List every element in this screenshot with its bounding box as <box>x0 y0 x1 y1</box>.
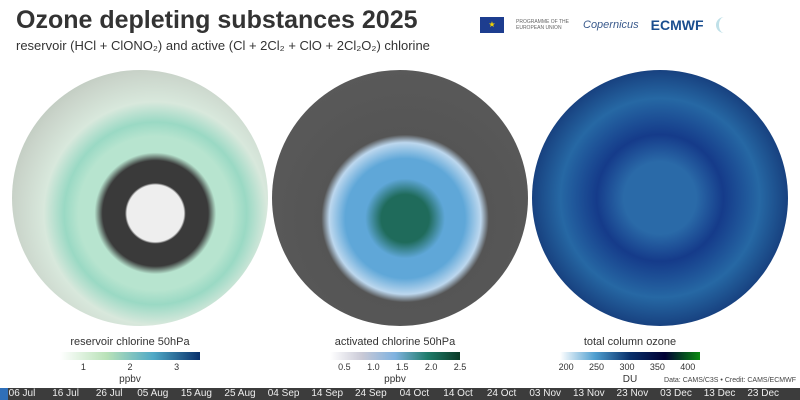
logo-bar: ★ PROGRAMME OF THE EUROPEAN UNION Copern… <box>480 14 776 36</box>
timeline-date[interactable]: 15 Aug <box>180 388 212 399</box>
colorbar-ticks: 200 250 300 350 400 <box>558 362 700 374</box>
activated-chlorine-map <box>272 70 528 326</box>
colorbar-tick: 350 <box>649 362 665 372</box>
colorbar-tick: 1 <box>80 362 86 372</box>
timeline-date[interactable]: 03 Dec <box>660 388 692 399</box>
timeline-date[interactable]: 23 Nov <box>616 388 649 399</box>
colorbar-tick: 1.5 <box>395 362 409 372</box>
colorbar-gradient <box>560 352 700 360</box>
timeline-date[interactable]: 24 Sep <box>354 388 387 399</box>
colorbar-0: reservoir chlorine 50hPa 1 2 3 ppbv <box>60 336 200 385</box>
colorbar-tick: 1.0 <box>367 362 380 372</box>
colorbar-gradient <box>60 352 200 360</box>
reservoir-chlorine-map <box>12 70 268 326</box>
colorbar-tick: 0.5 <box>338 362 351 372</box>
timeline-date[interactable]: 25 Aug <box>224 388 256 399</box>
colorbar-1: activated chlorine 50hPa 0.5 1.0 1.5 2.0 2.5… <box>330 336 466 385</box>
timeline-scrubber[interactable]: 06 Jul 16 Jul 26 Jul 05 Aug 15 Aug 25 Aug 04 S… <box>0 388 800 400</box>
colorbar-ticks: 0.5 1.0 1.5 2.0 2.5 <box>330 362 466 374</box>
colorbar-unit: DU <box>622 374 638 385</box>
colorbar-label: total column ozone <box>583 336 677 348</box>
timeline-date[interactable]: 13 Nov <box>572 388 605 399</box>
colorbar-tick: 300 <box>619 362 635 372</box>
page-subtitle: reservoir (HCl + ClONO₂) and active (Cl … <box>16 38 430 53</box>
eu-programme-logo: PROGRAMME OF THE EUROPEAN UNION <box>516 19 569 31</box>
timeline-date[interactable]: 03 Nov <box>529 388 562 399</box>
timeline-date[interactable]: 24 Oct <box>486 388 517 399</box>
timeline-date[interactable]: 23 Dec <box>747 388 780 399</box>
credit-text: Data: CAMS/C3S • Credit: CAMS/ECMWF <box>664 377 796 384</box>
colorbar-tick: 250 <box>589 362 605 372</box>
timeline-date[interactable]: 05 Aug <box>137 388 169 399</box>
timeline-date[interactable]: 14 Oct <box>443 388 473 399</box>
c3s-logo <box>715 17 776 33</box>
colorbar-gradient <box>330 352 460 360</box>
colorbar-tick: 200 <box>558 362 574 372</box>
timeline-date[interactable]: 04 Oct <box>399 388 430 399</box>
timeline-date[interactable]: 16 Jul <box>52 388 79 399</box>
colorbar-tick: 400 <box>680 362 696 372</box>
colorbar-tick: 2 <box>127 362 133 372</box>
colorbar-tick: 2.5 <box>453 362 467 372</box>
colorbar-tick: 2.0 <box>424 362 438 372</box>
colorbar-2: total column ozone 200 250 300 350 400 DU <box>558 336 700 385</box>
colorbar-unit: ppbv <box>119 374 141 385</box>
copernicus-logo: Copernicus <box>583 19 639 31</box>
ecmwf-logo: ECMWF <box>650 17 704 33</box>
colorbar-ticks: 1 2 3 <box>60 362 200 374</box>
timeline-date[interactable]: 14 Sep <box>311 388 344 399</box>
total-ozone-map <box>532 70 788 326</box>
colorbar-label: activated chlorine 50hPa <box>334 336 456 348</box>
eu-flag-logo: ★ <box>480 17 504 33</box>
page-title: Ozone depleting substances 2025 <box>16 6 418 34</box>
colorbar-label: reservoir chlorine 50hPa <box>70 336 190 348</box>
timeline-date[interactable]: 13 Dec <box>703 388 736 399</box>
timeline-progress <box>0 388 8 400</box>
timeline-date[interactable]: 06 Jul <box>8 388 36 399</box>
timeline-date[interactable]: 26 Jul <box>95 388 123 399</box>
timeline-date[interactable]: 04 Sep <box>267 388 300 399</box>
colorbar-tick: 3 <box>174 362 180 372</box>
colorbar-unit: ppbv <box>384 374 406 385</box>
